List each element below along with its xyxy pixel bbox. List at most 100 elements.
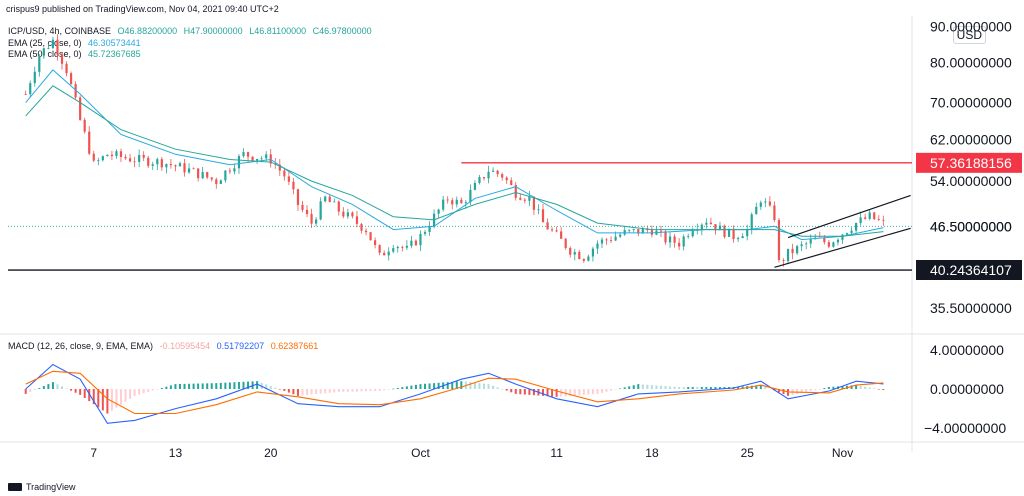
candle-body	[501, 174, 504, 178]
candle-body	[687, 236, 690, 238]
candle-body	[142, 155, 145, 158]
axes: 90.0000000080.0000000070.0000000062.0000…	[90, 19, 1022, 460]
candle-body	[315, 219, 318, 224]
candle-body	[864, 217, 867, 219]
candle-body	[101, 156, 104, 161]
macd-histogram-bar	[333, 389, 336, 393]
candle-body	[210, 177, 213, 180]
macd-histogram-bar	[759, 385, 762, 389]
macd-histogram-bar	[555, 389, 558, 397]
macd-histogram-bar	[519, 389, 522, 395]
candle-body	[723, 225, 726, 237]
macd-histogram-bar	[306, 389, 309, 395]
macd-histogram-bar	[133, 389, 136, 396]
macd-histogram-bar	[310, 389, 313, 395]
macd-histogram-bar	[678, 387, 681, 389]
candle-body	[682, 236, 685, 247]
macd-signal-value: 0.62387661	[270, 341, 319, 351]
macd-histogram-bar	[405, 386, 408, 389]
candle-body	[428, 226, 431, 233]
macd-histogram-bar	[610, 389, 613, 391]
close-value: C46.97800000	[312, 26, 372, 36]
macd-histogram-bar	[859, 385, 862, 389]
macd-histogram-bar	[632, 385, 635, 389]
candle-body	[296, 189, 300, 205]
candle-body	[582, 259, 585, 261]
candles	[24, 34, 885, 267]
macd-histogram-bar	[646, 384, 649, 389]
price-tick-label: 46.50000000	[930, 218, 1012, 234]
candle-body	[664, 231, 667, 243]
macd-histogram-bar	[492, 385, 495, 389]
candle-body	[251, 156, 254, 161]
symbol-header: ICP/USD, 4h, COINBASE O46.88200000 H47.9…	[8, 26, 376, 36]
candle-body	[759, 202, 762, 207]
macd-histogram-bar	[33, 389, 36, 390]
candle-body	[215, 179, 218, 184]
candle-body	[487, 171, 490, 179]
macd-histogram-bar	[433, 383, 436, 389]
candle-body	[305, 209, 309, 215]
ema25-legend[interactable]: EMA (25, close, 0) 46.30573441	[8, 38, 145, 48]
macd-histogram-bar	[387, 389, 390, 390]
candle-body	[169, 164, 173, 166]
macd-histogram-bar	[655, 385, 658, 389]
candle-body	[537, 209, 540, 211]
macd-histogram-bar	[29, 389, 32, 392]
price-tag-bg	[916, 259, 1022, 280]
candle-body	[346, 212, 349, 217]
candle-body	[496, 170, 499, 175]
macd-histogram-bar	[569, 389, 572, 396]
macd-histogram-bar	[138, 389, 141, 395]
macd-histogram-bar	[541, 389, 544, 396]
macd-histogram-bar	[315, 389, 318, 395]
candle-body	[60, 54, 64, 64]
candle-body	[24, 94, 27, 95]
macd-histogram-bar	[596, 389, 599, 394]
macd-tick-label: −4.00000000	[924, 420, 1006, 436]
macd-histogram-bar	[827, 387, 830, 389]
candle-body	[228, 170, 231, 172]
branding-label: TradingView	[26, 482, 76, 492]
candle-body	[555, 230, 558, 232]
macd-histogram-bar	[855, 385, 858, 389]
macd-histogram-bar	[38, 388, 41, 389]
price-tick-label: 54.00000000	[930, 173, 1012, 189]
candle-body	[378, 245, 381, 253]
macd-histogram-bar	[664, 386, 667, 389]
macd-histogram-bar	[546, 389, 549, 397]
macd-histogram-bar	[355, 389, 358, 392]
candle-body	[482, 177, 486, 179]
macd-histogram-bar	[224, 382, 227, 389]
candle-body	[38, 55, 41, 72]
price-tag-bg	[916, 152, 1022, 173]
macd-histogram-bar	[378, 389, 381, 391]
price-tag-label: 57.36188156	[930, 155, 1012, 171]
candle-body	[732, 228, 735, 240]
currency-badge[interactable]: USD	[952, 26, 986, 44]
candle-body	[464, 202, 467, 204]
candle-body	[532, 196, 536, 210]
macd-histogram-bar	[741, 386, 744, 389]
symbol-label[interactable]: ICP/USD, 4h, COINBASE	[8, 26, 112, 36]
tradingview-logo[interactable]: TradingView	[8, 482, 76, 492]
macd-histogram-bar	[691, 387, 694, 389]
macd-histogram-bar	[873, 388, 876, 389]
macd-histogram-bar	[233, 382, 236, 389]
candle-body	[777, 220, 781, 261]
candle-body	[260, 158, 263, 160]
time-tick-label: 13	[169, 446, 183, 460]
candle-body	[764, 201, 767, 203]
candle-body	[187, 168, 191, 173]
macd-histogram-bar	[365, 389, 368, 392]
candle-body	[478, 177, 481, 183]
candle-body	[541, 209, 545, 223]
macd-legend[interactable]: MACD (12, 26, close, 9, EMA, EMA) -0.105…	[8, 341, 322, 351]
macd-histogram-bar	[65, 388, 68, 390]
macd-histogram-bar	[560, 389, 563, 397]
macd-histogram-bar	[319, 389, 322, 394]
candle-body	[823, 237, 826, 243]
macd-signal-line	[25, 370, 884, 415]
time-tick-label: 25	[741, 446, 755, 460]
